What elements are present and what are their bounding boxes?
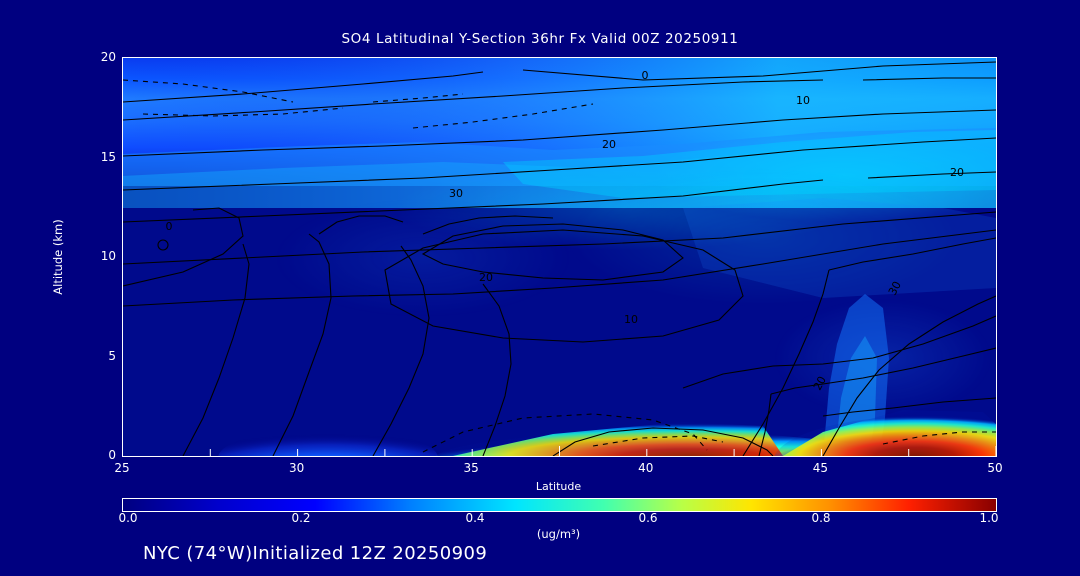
plot-svg: 0 10 20 30 20 20 30 20 10 0 xyxy=(123,58,996,456)
interior-tick-marks xyxy=(209,446,996,456)
x-axis-label: Latitude xyxy=(535,480,582,493)
contour-label-0a: 0 xyxy=(642,69,649,82)
contour-label-20d: 20 xyxy=(811,374,829,392)
x-tick-30: 30 xyxy=(288,461,305,475)
x-tick-25: 25 xyxy=(114,461,130,475)
figure-caption: NYC (74°W)Initialized 12Z 20250909 xyxy=(143,543,488,564)
contour-label-20b: 20 xyxy=(479,271,493,284)
contour-label-30a: 30 xyxy=(449,187,463,200)
y-tick-0: 0 xyxy=(108,448,116,462)
contour-label-20c: 20 xyxy=(950,166,964,179)
y-axis-ticks: 0 5 10 15 20 xyxy=(72,50,116,462)
y-tick-10: 10 xyxy=(100,249,116,263)
contour-label-30b: 30 xyxy=(886,279,904,297)
contour-label-10b: 10 xyxy=(624,313,638,326)
colorbar-label: (ug/m³) xyxy=(536,527,581,541)
chart-title: SO4 Latitudinal Y-Section 36hr Fx Valid … xyxy=(341,31,739,47)
contour-labels: 0 10 20 30 20 20 30 20 10 0 xyxy=(166,69,965,393)
surface-plume-south xyxy=(218,428,438,456)
x-tick-50: 50 xyxy=(987,461,1003,475)
colorbar[interactable] xyxy=(122,498,997,512)
x-tick-45: 45 xyxy=(812,461,829,475)
y-tick-20: 20 xyxy=(100,50,116,64)
cb-tick-0.8: 0.8 xyxy=(811,511,831,525)
x-tick-35: 35 xyxy=(463,461,479,475)
cb-tick-0.6: 0.6 xyxy=(638,511,658,525)
x-tick-40: 40 xyxy=(638,461,654,475)
wind-speed-contours xyxy=(123,61,996,456)
cb-tick-1.0: 1.0 xyxy=(979,511,999,525)
surface-plume-northeast xyxy=(774,410,996,456)
contour-label-10a: 10 xyxy=(796,94,810,107)
mid-level-structure xyxy=(273,168,996,418)
y-tick-5: 5 xyxy=(108,348,116,363)
contour-label-0b: 0 xyxy=(166,220,173,233)
colorbar-gradient xyxy=(123,499,996,511)
y-tick-15: 15 xyxy=(100,149,116,164)
cross-section-plot[interactable]: 0 10 20 30 20 20 30 20 10 0 xyxy=(122,57,997,457)
cb-tick-0.0: 0.0 xyxy=(118,511,138,525)
surface-plume-mid-atlantic xyxy=(435,422,891,456)
y-axis-label: Altitude (km) xyxy=(51,219,65,295)
negative-contours xyxy=(123,79,996,453)
cb-tick-0.4: 0.4 xyxy=(465,511,485,525)
cb-tick-0.2: 0.2 xyxy=(291,511,311,525)
contour-label-20a: 20 xyxy=(602,138,616,151)
